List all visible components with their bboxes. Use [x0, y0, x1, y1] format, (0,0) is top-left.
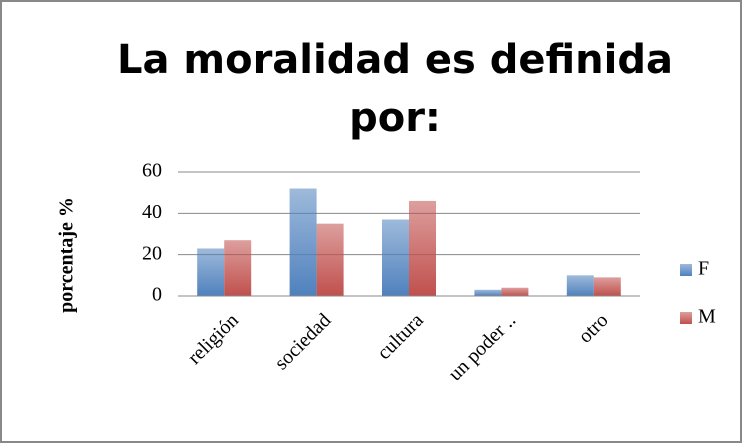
- legend-label: M: [698, 306, 716, 328]
- y-tick-label: 20: [142, 242, 162, 264]
- bar: [316, 223, 344, 296]
- legend-swatch: [680, 312, 692, 324]
- y-tick-label: 40: [142, 201, 162, 223]
- legend-label: F: [698, 258, 709, 280]
- bar: [289, 188, 317, 296]
- bar: [593, 277, 621, 296]
- bar: [474, 289, 502, 296]
- bar: [566, 275, 594, 296]
- bar: [224, 240, 252, 296]
- legend-swatch: [680, 264, 692, 276]
- bar: [382, 219, 409, 296]
- bar: [197, 248, 225, 296]
- y-tick-label: 0: [152, 284, 162, 306]
- chart-title: por:: [349, 95, 441, 141]
- bar: [409, 200, 436, 296]
- y-tick-label: 60: [142, 160, 162, 182]
- y-axis-label: porcentaje %: [56, 197, 78, 313]
- chart-title: La moralidad es definida: [117, 37, 673, 83]
- bar: [501, 287, 529, 296]
